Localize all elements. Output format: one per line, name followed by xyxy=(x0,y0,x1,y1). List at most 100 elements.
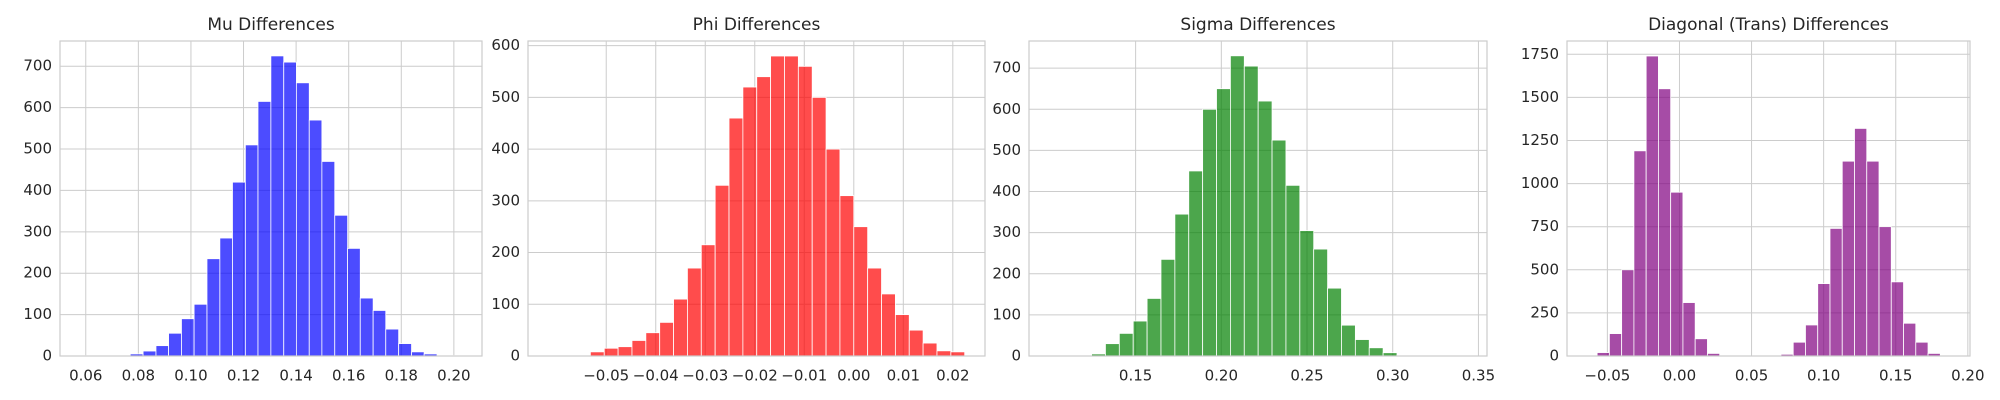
y-tick-label: 700 xyxy=(992,59,1021,77)
bar xyxy=(1160,258,1176,357)
bar xyxy=(742,86,758,357)
y-tick-label: 200 xyxy=(491,243,520,261)
x-tick-label: −0.05 xyxy=(1584,367,1630,385)
bar xyxy=(936,350,952,357)
x-tick-label: 0.14 xyxy=(279,367,312,385)
x-tick-label: 0.10 xyxy=(1807,367,1840,385)
bar xyxy=(922,342,938,357)
bar xyxy=(825,148,841,357)
bar xyxy=(1890,281,1904,357)
bar xyxy=(334,214,349,357)
bar xyxy=(1285,184,1301,357)
bar xyxy=(687,267,702,357)
x-tick-label: 0.01 xyxy=(887,367,920,385)
bar xyxy=(1188,170,1204,357)
bar xyxy=(1327,287,1342,357)
x-tick-label: −0.01 xyxy=(781,367,827,385)
x-tick-label: 0.06 xyxy=(69,367,102,385)
bar xyxy=(659,321,674,357)
bar xyxy=(1230,55,1245,357)
y-tick-label: 1000 xyxy=(1521,174,1559,192)
bar xyxy=(894,314,910,357)
x-tick-label: 0.12 xyxy=(227,367,260,385)
x-tick-label: 0.20 xyxy=(437,367,470,385)
x-tick-label: 0.25 xyxy=(1290,367,1323,385)
bar xyxy=(385,328,400,357)
x-tick-label: 0.15 xyxy=(1119,367,1152,385)
panel: Sigma Differences 0 100 200 300 400 500 600 700 0… xyxy=(992,15,1495,385)
x-tick-label: 0.00 xyxy=(1663,367,1696,385)
bar xyxy=(142,350,157,357)
panel: Diagonal (Trans) Differences 0 250 500 750 10… xyxy=(1521,15,1985,385)
x-tick-label: −0.03 xyxy=(682,367,728,385)
bar xyxy=(811,96,827,357)
bar xyxy=(1118,332,1134,357)
bar xyxy=(270,55,285,357)
panel-title: Sigma Differences xyxy=(1180,15,1335,35)
bar xyxy=(950,351,966,357)
bar xyxy=(1608,333,1623,357)
bar xyxy=(321,161,336,357)
panel-title: Diagonal (Trans) Differences xyxy=(1648,15,1889,35)
axes-frame xyxy=(59,40,483,357)
bar xyxy=(295,82,310,357)
bar xyxy=(168,332,182,357)
bar xyxy=(232,181,246,357)
y-tick-label: 0 xyxy=(1549,347,1559,365)
bar xyxy=(881,293,896,357)
bar xyxy=(1915,341,1929,357)
y-tick-label: 1250 xyxy=(1521,131,1559,149)
bar xyxy=(797,65,813,357)
bar xyxy=(728,117,744,357)
bar xyxy=(1878,226,1892,357)
x-tick-label: 0.00 xyxy=(837,367,870,385)
y-tick-label: 300 xyxy=(992,223,1021,241)
bar xyxy=(1866,160,1880,357)
bar xyxy=(1354,339,1370,357)
x-tick-label: 0.10 xyxy=(174,367,207,385)
bar xyxy=(1658,88,1672,357)
bar xyxy=(1805,324,1819,357)
y-tick-label: 600 xyxy=(23,98,52,116)
panel: Phi Differences0100200300400500600−0.05−… xyxy=(491,15,986,385)
bar xyxy=(1132,320,1148,357)
y-tick-label: 100 xyxy=(23,305,52,323)
y-tick-label: 400 xyxy=(992,182,1021,200)
x-tick-label: 0.18 xyxy=(385,367,418,385)
bar xyxy=(839,195,855,357)
x-tick-label: −0.02 xyxy=(732,367,778,385)
y-tick-label: 0 xyxy=(1011,347,1021,365)
bar xyxy=(1216,88,1231,357)
y-tick-label: 500 xyxy=(491,88,520,106)
bar xyxy=(589,351,605,357)
x-tick-label: 0.08 xyxy=(122,367,155,385)
y-tick-label: 250 xyxy=(1530,303,1559,321)
bar xyxy=(1341,324,1356,357)
bar xyxy=(219,237,233,357)
bar xyxy=(645,332,661,357)
y-tick-label: 700 xyxy=(23,57,52,75)
bar xyxy=(1645,55,1659,357)
x-tick-label: −0.04 xyxy=(633,367,679,385)
panel-title: Mu Differences xyxy=(207,15,334,35)
y-tick-label: 400 xyxy=(491,140,520,158)
y-tick-label: 200 xyxy=(23,264,52,282)
x-tick-label: 0.35 xyxy=(1462,367,1495,385)
bar xyxy=(700,244,716,357)
panel-title: Phi Differences xyxy=(693,15,821,35)
y-tick-label: 600 xyxy=(992,100,1021,118)
bar xyxy=(359,297,374,357)
bar xyxy=(1202,108,1217,357)
x-tick-label: 0.15 xyxy=(1879,367,1912,385)
bar xyxy=(1257,100,1273,357)
x-tick-label: 0.30 xyxy=(1376,367,1409,385)
y-tick-label: 200 xyxy=(992,264,1021,282)
y-tick-label: 500 xyxy=(23,140,52,158)
bar xyxy=(784,55,799,357)
bar xyxy=(193,303,208,357)
bar xyxy=(1829,228,1843,357)
bar xyxy=(1792,341,1806,357)
bar xyxy=(1313,248,1328,357)
bar xyxy=(1633,150,1647,357)
